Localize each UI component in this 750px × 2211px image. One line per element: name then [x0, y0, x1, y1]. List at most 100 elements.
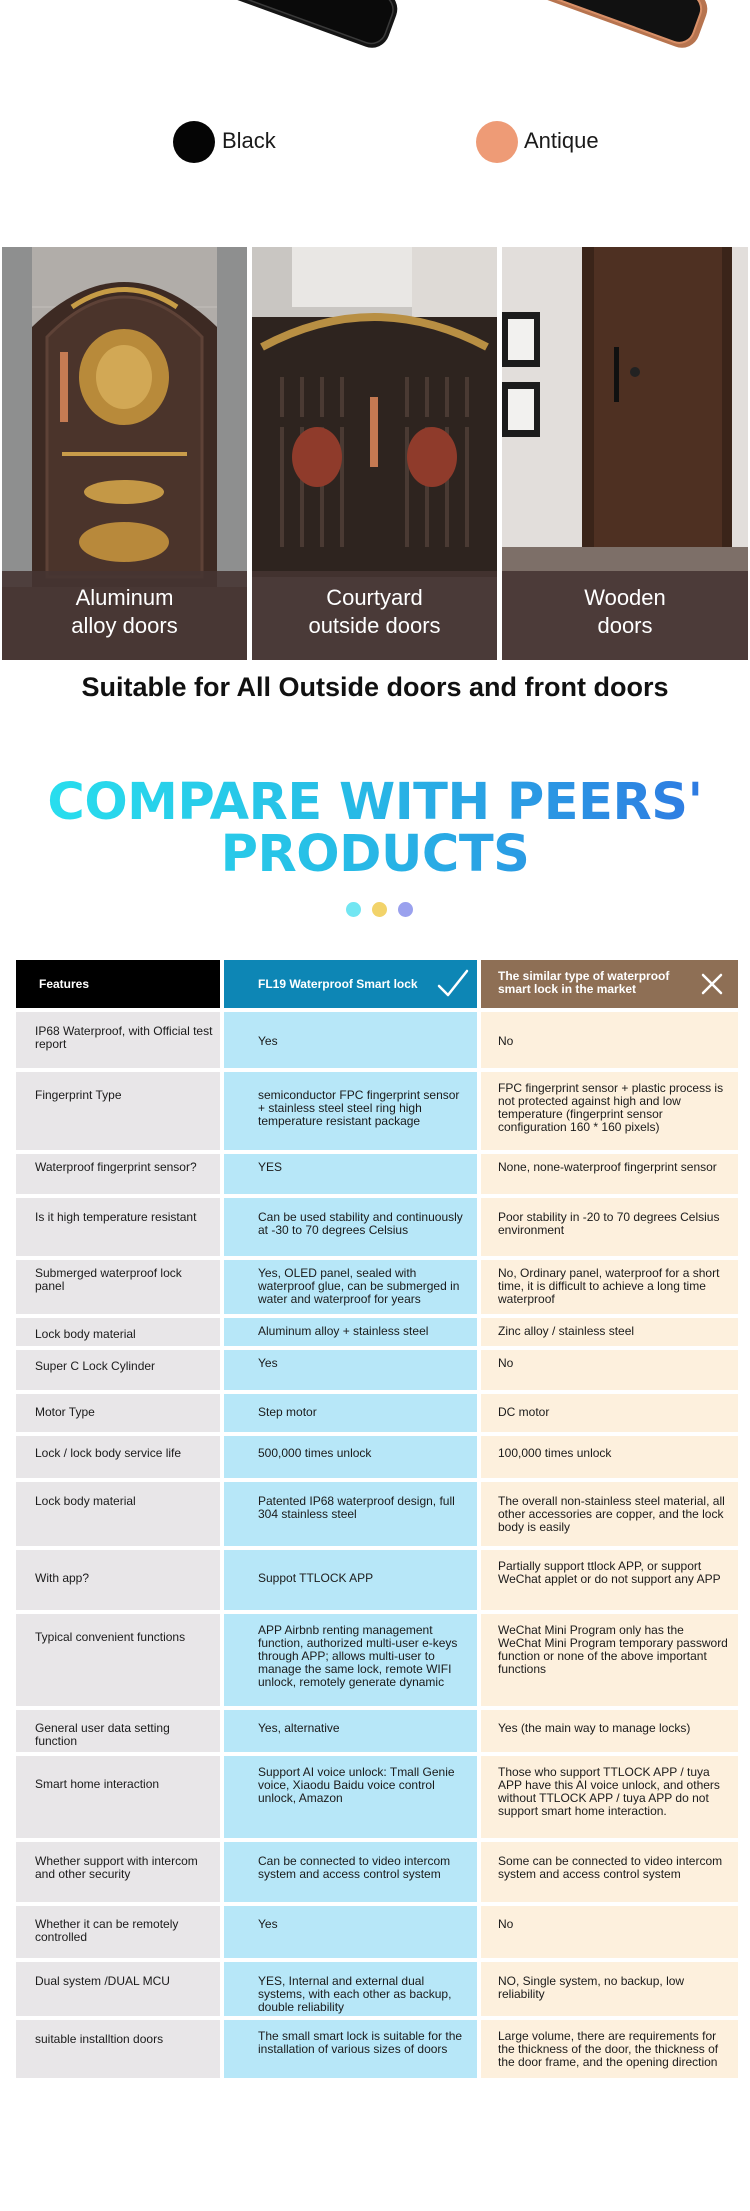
- table-cell-similar: Yes (the main way to manage locks): [481, 1710, 738, 1752]
- comparison-table: Features FL19 Waterproof Smart lock The …: [16, 960, 738, 2078]
- table-cell-feature: Fingerprint Type: [16, 1072, 220, 1150]
- wooden-door-caption-line1: Wooden: [584, 585, 666, 610]
- table-header-row: Features FL19 Waterproof Smart lock The …: [16, 960, 738, 1008]
- compare-heading-line2: PRODUCTS: [0, 829, 750, 880]
- table-cell-similar: WeChat Mini Program only has the WeChat …: [481, 1614, 738, 1706]
- compare-heading: COMPARE WITH PEERS' PRODUCTS: [0, 777, 750, 880]
- aluminum-door-caption: Aluminum alloy doors: [2, 571, 247, 660]
- table-cell-similar: Those who support TTLOCK APP / tuya APP …: [481, 1756, 738, 1838]
- purple-dot: [398, 902, 413, 917]
- table-cell-feature: Whether it can be remotely controlled: [16, 1906, 220, 1958]
- table-cell-fl19: Yes: [224, 1350, 477, 1390]
- table-cell-similar: NO, Single system, no backup, low reliab…: [481, 1962, 738, 2016]
- door-types-section: Aluminum alloy doors Courtyard o: [0, 247, 750, 663]
- table-cell-similar: The overall non-stainless steel material…: [481, 1482, 738, 1546]
- table-row: suitable installtion doors The small smar…: [16, 2020, 738, 2078]
- table-cell-fl19: Can be connected to video intercom syste…: [224, 1842, 477, 1902]
- courtyard-door-card: Courtyard outside doors: [252, 247, 497, 660]
- table-cell-similar: Poor stability in -20 to 70 degrees Cels…: [481, 1198, 738, 1256]
- header-fl19: FL19 Waterproof Smart lock: [224, 960, 477, 1008]
- header-features: Features: [16, 960, 220, 1008]
- table-cell-feature: Typical convenient functions: [16, 1614, 220, 1706]
- table-cell-feature: With app?: [16, 1550, 220, 1610]
- decorative-dots: [346, 902, 413, 918]
- wooden-door-caption-line2: doors: [597, 613, 653, 638]
- table-cell-feature: Is it high temperature resistant: [16, 1198, 220, 1256]
- aluminum-door-card: Aluminum alloy doors: [2, 247, 247, 660]
- table-cell-feature: Lock / lock body service life: [16, 1436, 220, 1478]
- yellow-dot: [372, 902, 387, 917]
- table-cell-similar: DC motor: [481, 1394, 738, 1432]
- table-row: Whether support with intercom and other …: [16, 1842, 738, 1902]
- table-cell-similar: No: [481, 1906, 738, 1958]
- table-cell-feature: Waterproof fingerprint sensor?: [16, 1154, 220, 1194]
- table-cell-fl19: The small smart lock is suitable for the…: [224, 2020, 477, 2078]
- black-lock-image: 1 2 3 4 56 7 8 9 0 • ✱ #: [175, 0, 398, 48]
- table-row: Dual system /DUAL MCU YES, Internal and e…: [16, 1962, 738, 2016]
- table-cell-fl19: semiconductor FPC fingerprint sensor + s…: [224, 1072, 477, 1150]
- table-cell-fl19: Aluminum alloy + stainless steel: [224, 1318, 477, 1346]
- table-row: Waterproof fingerprint sensor? YES None, n…: [16, 1154, 738, 1194]
- cyan-dot: [346, 902, 361, 917]
- table-cell-similar: None, none-waterproof fingerprint sensor: [481, 1154, 738, 1194]
- table-row: With app? Suppot TTLOCK APP Partially supp…: [16, 1550, 738, 1610]
- wooden-door-caption: Wooden doors: [502, 571, 748, 660]
- table-cell-feature: Submerged waterproof lock panel: [16, 1260, 220, 1314]
- header-fl19-label: FL19 Waterproof Smart lock: [258, 977, 418, 991]
- table-row: Is it high temperature resistant Can be u…: [16, 1198, 738, 1256]
- wooden-door-card: Wooden doors: [502, 247, 748, 660]
- table-cell-feature: Super C Lock Cylinder: [16, 1350, 220, 1390]
- courtyard-door-caption: Courtyard outside doors: [252, 571, 497, 660]
- table-cell-feature: Lock body material: [16, 1318, 220, 1346]
- aluminum-door-caption-line1: Aluminum: [75, 585, 174, 610]
- table-cell-feature: Dual system /DUAL MCU: [16, 1962, 220, 2016]
- compare-heading-line1: COMPARE WITH PEERS': [0, 777, 750, 828]
- table-row: Submerged waterproof lock panel Yes, OLED…: [16, 1260, 738, 1314]
- table-cell-similar: No, Ordinary panel, waterproof for a sho…: [481, 1260, 738, 1314]
- table-row: Super C Lock Cylinder Yes No: [16, 1350, 738, 1390]
- antique-color-swatch: [476, 121, 518, 163]
- courtyard-door-caption-line1: Courtyard: [326, 585, 423, 610]
- table-row: Fingerprint Type semiconductor FPC finger…: [16, 1072, 738, 1150]
- black-color-label: Black: [222, 128, 276, 153]
- table-cell-feature: General user data setting function: [16, 1710, 220, 1752]
- antique-lock-image: 1 2 3 4 56 7 8 9 0 • ✱ #: [485, 0, 708, 48]
- table-cell-fl19: Yes, alternative: [224, 1710, 477, 1752]
- table-cell-feature: Motor Type: [16, 1394, 220, 1432]
- header-similar: The similar type of waterproof smart loc…: [481, 960, 738, 1008]
- table-row: Smart home interaction Support AI voice u…: [16, 1756, 738, 1838]
- courtyard-door-caption-line2: outside doors: [308, 613, 441, 638]
- table-cell-fl19: Step motor: [224, 1394, 477, 1432]
- table-cell-fl19: Can be used stability and continuously a…: [224, 1198, 477, 1256]
- table-row: IP68 Waterproof, with Official test repo…: [16, 1012, 738, 1068]
- table-row: Lock / lock body service life 500,000 tim…: [16, 1436, 738, 1478]
- table-cell-fl19: Yes: [224, 1906, 477, 1958]
- antique-color-label: Antique: [524, 128, 599, 153]
- table-cell-feature: Whether support with intercom and other …: [16, 1842, 220, 1902]
- table-cell-fl19: 500,000 times unlock: [224, 1436, 477, 1478]
- table-cell-similar: Some can be connected to video intercom …: [481, 1842, 738, 1902]
- table-cell-similar: Large volume, there are requirements for…: [481, 2020, 738, 2078]
- table-row: Lock body material Aluminum alloy + stain…: [16, 1318, 738, 1346]
- table-cell-similar: FPC fingerprint sensor + plastic process…: [481, 1072, 738, 1150]
- color-options-section: 1 2 3 4 56 7 8 9 0 • ✱ # 1 2 3 4 56 7 8 …: [0, 0, 750, 245]
- table-cell-fl19: Yes, OLED panel, sealed with waterproof …: [224, 1260, 477, 1314]
- table-cell-similar: 100,000 times unlock: [481, 1436, 738, 1478]
- table-cell-fl19: Suppot TTLOCK APP: [224, 1550, 477, 1610]
- table-cell-similar: No: [481, 1012, 738, 1068]
- table-cell-fl19: Yes: [224, 1012, 477, 1068]
- cross-icon: [701, 973, 723, 995]
- table-cell-feature: IP68 Waterproof, with Official test repo…: [16, 1012, 220, 1068]
- table-cell-fl19: YES: [224, 1154, 477, 1194]
- doors-section-title: Suitable for All Outside doors and front…: [81, 672, 669, 702]
- table-cell-fl19: Support AI voice unlock: Tmall Genie voi…: [224, 1756, 477, 1838]
- table-row: Lock body material Patented IP68 waterpro…: [16, 1482, 738, 1546]
- table-cell-similar: No: [481, 1350, 738, 1390]
- aluminum-door-caption-line2: alloy doors: [71, 613, 178, 638]
- header-similar-label: The similar type of waterproof smart loc…: [498, 969, 670, 996]
- table-cell-feature: Lock body material: [16, 1482, 220, 1546]
- table-cell-fl19: APP Airbnb renting management function, …: [224, 1614, 477, 1706]
- table-row: Whether it can be remotely controlled Yes…: [16, 1906, 738, 1958]
- table-cell-feature: Smart home interaction: [16, 1756, 220, 1838]
- table-row: General user data setting function Yes, a…: [16, 1710, 738, 1752]
